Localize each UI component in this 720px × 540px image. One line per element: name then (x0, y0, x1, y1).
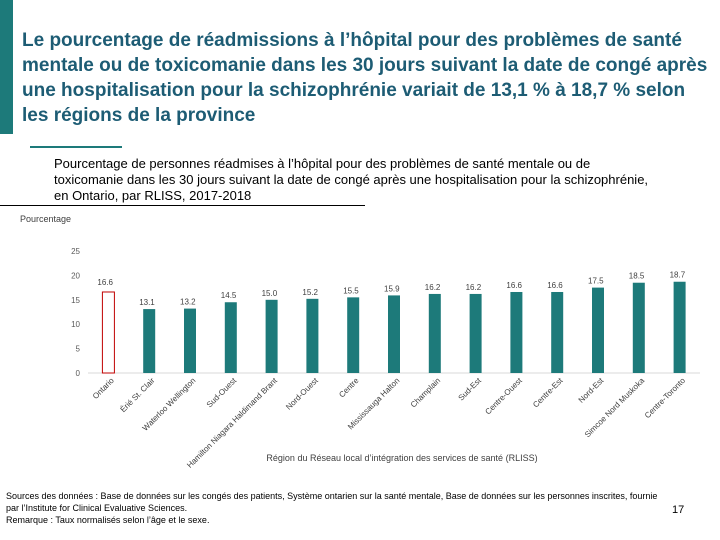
data-label: 15.0 (262, 289, 278, 298)
y-axis-label: Pourcentage (20, 214, 71, 224)
category-label: Champlain (409, 376, 442, 409)
y-tick-label: 15 (71, 296, 80, 305)
sources-note: Sources des données : Base de données su… (6, 490, 666, 526)
bar (101, 291, 115, 374)
bar (143, 309, 156, 373)
data-label: 18.5 (629, 272, 645, 281)
data-label: 15.9 (384, 284, 400, 293)
bar (347, 297, 360, 373)
category-label: Nord-Ouest (284, 376, 320, 412)
bar (388, 295, 400, 373)
data-label: 16.6 (97, 278, 113, 287)
bar (510, 291, 523, 373)
sources-line: Sources des données : Base de données su… (6, 491, 658, 513)
category-label: Hamilton Niagara Haldimand Brant (185, 376, 279, 470)
category-label: Centre-Toronto (643, 376, 687, 420)
category-label: Sud-Ouest (205, 376, 239, 410)
bar (428, 293, 441, 373)
chart-title: Pourcentage de personnes réadmises à l’h… (54, 156, 649, 203)
bar-series (101, 281, 686, 374)
category-label: Nord-Est (577, 376, 606, 405)
data-label: 13.1 (139, 298, 155, 307)
y-tick-label: 5 (76, 345, 81, 354)
data-label: 15.5 (343, 286, 359, 295)
bar (592, 287, 604, 373)
category-label: Centre (337, 376, 361, 400)
remark-line: Remarque : Taux normalisés selon l’âge e… (6, 515, 210, 525)
slide-title: Le pourcentage de réadmissions à l’hôpit… (22, 30, 708, 126)
bar (265, 299, 278, 373)
data-label: 16.2 (466, 283, 482, 292)
y-tick-label: 0 (76, 369, 81, 378)
data-label: 15.2 (302, 288, 318, 297)
category-label: Ontario (91, 376, 116, 401)
y-tick-label: 20 (71, 271, 80, 280)
data-label: 16.6 (506, 281, 522, 290)
data-label: 13.2 (180, 298, 196, 307)
y-axis-ticks: 0 5 10 15 20 25 (71, 247, 80, 378)
bar (469, 293, 482, 373)
data-labels: 16.6 13.1 13.2 14.5 15.0 15.2 15.5 15.9 16.2 16.2… (97, 271, 685, 307)
bar (632, 282, 645, 373)
y-tick-label: 10 (71, 320, 80, 329)
category-label: Centre-Ouest (483, 376, 524, 417)
bar (673, 281, 686, 373)
bar (306, 298, 319, 373)
category-label: Centre-Est (531, 376, 565, 410)
x-axis-label: Région du Réseau local d’intégration des… (266, 453, 537, 463)
category-label: Sud-Est (457, 376, 484, 403)
data-label: 16.6 (547, 281, 563, 290)
title-accent-bar (0, 0, 13, 134)
data-label: 16.2 (425, 283, 441, 292)
bar (224, 302, 237, 373)
data-label: 14.5 (221, 291, 237, 300)
data-label: 17.5 (588, 277, 604, 286)
title-divider (30, 146, 122, 148)
category-label: Érié St. Clair (118, 376, 156, 414)
bar (184, 308, 196, 373)
data-label: 18.7 (670, 271, 686, 280)
y-tick-label: 25 (71, 247, 80, 256)
bar (551, 291, 564, 373)
chart-title-underline (0, 205, 365, 206)
page-number: 17 (672, 504, 685, 516)
